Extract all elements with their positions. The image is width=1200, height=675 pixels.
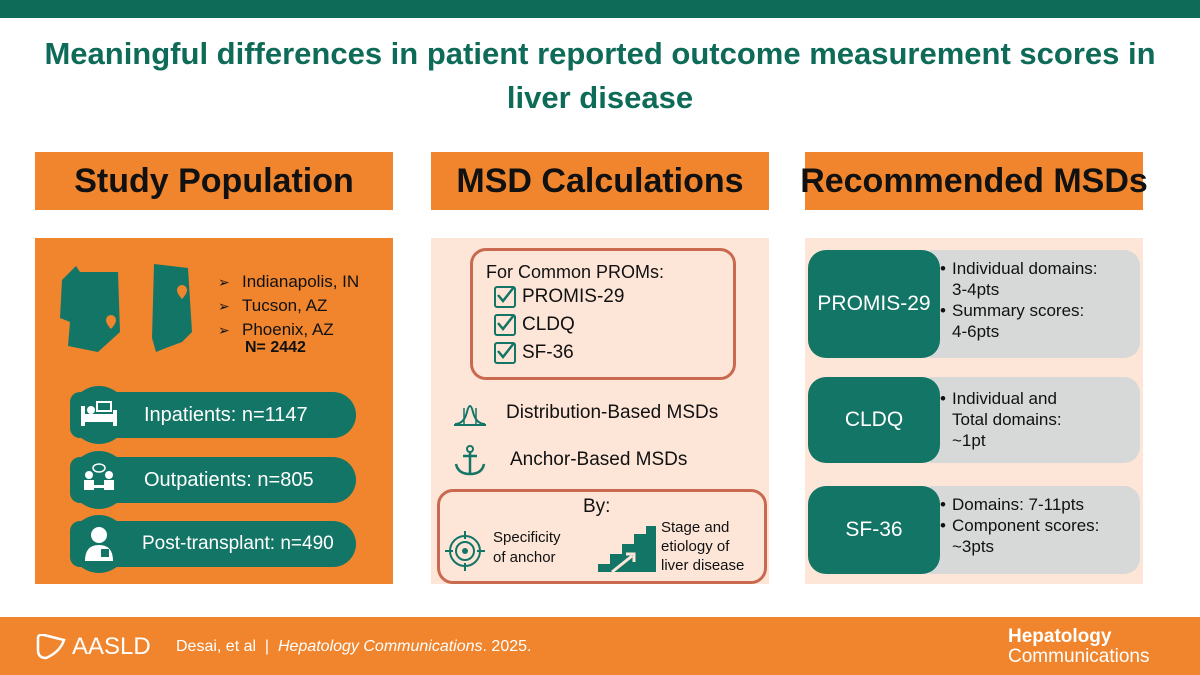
distribution-method: Distribution-Based MSDs — [452, 398, 718, 428]
checkbox-icon — [494, 314, 516, 336]
arrow-bullet-icon: ➢ — [218, 298, 230, 314]
cldq-label: CLDQ — [808, 377, 940, 463]
specificity-label: Specificity of anchor — [493, 529, 561, 566]
cldq-bullets: • Individual and Total domains: ~1pt — [940, 388, 1062, 451]
bullet-item: • Domains: 7-11pts — [940, 495, 1084, 514]
stairs-icon — [598, 526, 656, 574]
inpatients-pill: Inpatients: n=1147 — [70, 386, 356, 444]
prom-item: PROMIS-29 — [494, 286, 624, 308]
sf36-details-box — [930, 486, 1140, 574]
arrow-bullet-icon: ➢ — [218, 322, 230, 338]
sf36-label: SF-36 — [808, 486, 940, 574]
city-item: ➢ Phoenix, AZ — [218, 318, 359, 342]
study-population-heading: Study Population — [35, 152, 393, 210]
msd-panel — [431, 238, 769, 584]
anchor-icon — [454, 445, 486, 476]
bell-curve-icon — [454, 405, 486, 426]
checkbox-icon — [494, 286, 516, 308]
cldq-details-box — [930, 377, 1140, 463]
aasld-logo: AASLD — [36, 633, 151, 661]
state-map-icon — [60, 264, 192, 352]
journal-logo: Hepatology Communications — [1008, 626, 1150, 667]
common-proms-title: For Common PROMs: — [486, 262, 665, 282]
prom-item: CLDQ — [494, 314, 575, 336]
patient-icon — [70, 515, 128, 573]
recommended-msds-heading: Recommended MSDs — [800, 152, 1148, 210]
page-title: Meaningful differences in patient report… — [44, 36, 1156, 115]
promis-bullets: • Individual domains: 3-4pts • Summary scor… — [940, 258, 1098, 342]
consultation-icon — [70, 451, 128, 509]
top-bar — [0, 0, 1200, 18]
prom-item: SF-36 — [494, 342, 574, 364]
bullet-item: • Summary scores: 4-6pts — [940, 301, 1085, 341]
hospital-bed-icon — [70, 386, 128, 444]
bullet-item: • Individual domains: 3-4pts — [940, 259, 1098, 299]
city-item: ➢ Tucson, AZ — [218, 294, 359, 318]
by-label: By: — [583, 496, 611, 517]
outpatients-pill: Outpatients: n=805 — [70, 451, 356, 509]
footer-bar — [0, 617, 1200, 675]
target-icon — [445, 531, 485, 571]
sf36-bullets: • Domains: 7-11pts • Component scores: ~3pt… — [940, 494, 1099, 557]
checkbox-icon — [494, 342, 516, 364]
post-transplant-pill: Post-transplant: n=490 — [70, 515, 356, 573]
citation: Desai, et al | Hepatology Communications… — [176, 638, 532, 655]
liver-logo-icon — [36, 634, 66, 660]
city-item: ➢ Indianapolis, IN — [218, 270, 359, 294]
total-n: N= 2442 — [245, 339, 306, 356]
common-proms-box — [470, 248, 736, 380]
arrow-bullet-icon: ➢ — [218, 274, 230, 290]
stage-label: Stage and etiology of liver disease — [661, 519, 745, 574]
promis-label: PROMIS-29 — [808, 250, 940, 358]
city-list: ➢ Indianapolis, IN ➢ Tucson, AZ ➢ Phoenix, … — [218, 270, 359, 342]
by-factors-box — [437, 489, 767, 584]
bullet-item: • Individual and Total domains: ~1pt — [940, 389, 1062, 450]
promis-details-box — [930, 250, 1140, 358]
anchor-method: Anchor-Based MSDs — [452, 444, 687, 476]
msd-calculations-heading: MSD Calculations — [431, 152, 769, 210]
bullet-item: • Component scores: ~3pts — [940, 516, 1100, 556]
